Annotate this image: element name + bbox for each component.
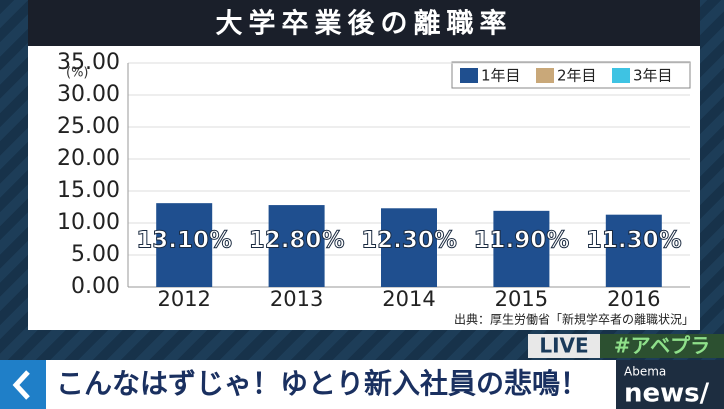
legend-swatch	[460, 68, 478, 83]
bar	[381, 208, 437, 287]
title-bar	[28, 0, 700, 46]
headline-bar	[0, 360, 724, 409]
x-tick-label: 2013	[270, 287, 323, 311]
back-button[interactable]	[0, 360, 46, 409]
y-tick-label: 25.00	[57, 114, 120, 139]
y-tick-label: 20.00	[57, 146, 120, 171]
value-label: 12.30%	[361, 228, 457, 254]
value-label: 13.10%	[136, 228, 232, 254]
value-label: 11.90%	[474, 228, 570, 254]
legend-label: 3年目	[633, 67, 673, 85]
hashtag: #アベプラ	[614, 334, 710, 358]
brand: news/	[624, 379, 710, 409]
legend-swatch	[612, 68, 630, 83]
legend-swatch	[536, 68, 554, 83]
x-tick-label: 2016	[607, 287, 660, 311]
y-tick-label: 5.00	[71, 242, 120, 267]
legend-box	[451, 61, 691, 89]
chart-panel	[28, 46, 700, 330]
x-tick-label: 2012	[157, 287, 210, 311]
legend-label: 2年目	[557, 67, 597, 85]
live: LIVE	[539, 334, 588, 358]
hashtag-box	[600, 334, 724, 358]
value-label: 11.30%	[586, 228, 682, 254]
live-box	[528, 334, 600, 358]
y-tick-label: 10.00	[57, 210, 120, 235]
bar	[605, 214, 662, 287]
x-tick-label: 2014	[382, 287, 435, 311]
source: 出典：厚生労働省「新規学卒者の離職状況」	[454, 312, 694, 327]
bar	[268, 205, 325, 287]
headline: こんなはずじゃ！ゆとり新入社員の悲鳴！	[56, 367, 588, 400]
value-label: 12.80%	[249, 228, 345, 254]
legend-label: 1年目	[481, 67, 521, 85]
y-tick-label: 35.00	[57, 50, 120, 75]
y-tick-label: 0.00	[71, 274, 120, 299]
x-tick-label: 2015	[495, 287, 548, 311]
chart-title: 大学卒業後の離職率	[216, 8, 513, 40]
source-box	[414, 311, 700, 329]
y-unit: (%)	[66, 66, 89, 81]
back-arrow	[12, 370, 30, 400]
y-tick-label: 30.00	[57, 82, 120, 107]
bar	[493, 210, 550, 287]
bar	[156, 203, 213, 287]
brand-small: Abema	[624, 365, 666, 379]
y-tick-label: 15.00	[57, 178, 120, 203]
brand-box	[616, 360, 724, 409]
